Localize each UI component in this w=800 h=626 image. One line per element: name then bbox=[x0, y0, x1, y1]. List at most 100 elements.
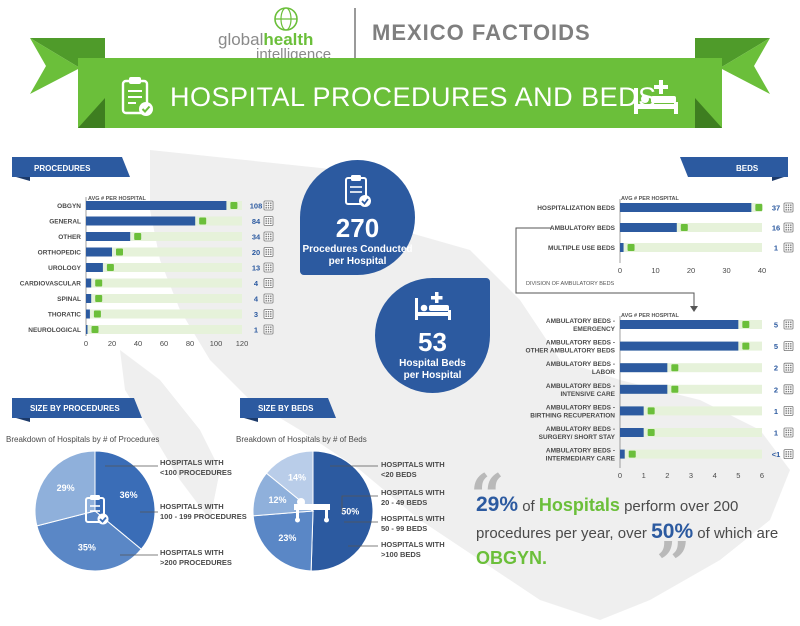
bar-marker-icon bbox=[230, 202, 238, 209]
legend-line: 20 - 49 BEDS bbox=[381, 498, 428, 507]
building-window bbox=[270, 222, 272, 224]
bar-marker-icon bbox=[199, 217, 207, 225]
tick-label: 20 bbox=[687, 266, 695, 275]
building-window bbox=[787, 364, 790, 367]
building-window bbox=[267, 266, 270, 269]
building-window bbox=[787, 367, 790, 369]
tick-label: 1 bbox=[642, 471, 646, 480]
clipboard-icon bbox=[344, 175, 371, 207]
building-window bbox=[267, 326, 270, 328]
tick-label: 10 bbox=[651, 266, 659, 275]
quote-pct-2: 50% bbox=[651, 520, 694, 543]
building-window bbox=[267, 202, 270, 204]
bar-track bbox=[620, 406, 762, 416]
building-window bbox=[270, 233, 272, 235]
bar bbox=[86, 216, 196, 226]
building-window bbox=[787, 246, 790, 249]
building-window bbox=[265, 264, 267, 266]
bar-track bbox=[86, 263, 242, 272]
legend-line: HOSPITALS WITH bbox=[381, 514, 445, 523]
building-window bbox=[787, 326, 790, 328]
quote-of: of bbox=[518, 498, 539, 515]
data-label: 108 bbox=[250, 202, 263, 211]
bar bbox=[620, 203, 752, 212]
building-window bbox=[787, 455, 790, 458]
data-label: 1 bbox=[254, 326, 258, 335]
data-label: 5 bbox=[774, 342, 778, 351]
building-window bbox=[790, 455, 792, 458]
bar bbox=[620, 243, 624, 252]
building-window bbox=[787, 410, 790, 412]
building-window bbox=[790, 364, 792, 367]
building-window bbox=[265, 220, 267, 222]
bar-marker-icon bbox=[95, 295, 103, 302]
hospital-icon bbox=[263, 216, 274, 226]
tick-label: 100 bbox=[210, 339, 223, 348]
bar-marker-icon bbox=[93, 310, 101, 318]
tick-label: 3 bbox=[689, 471, 693, 480]
hospital-icon bbox=[263, 262, 274, 273]
data-label: 1 bbox=[774, 407, 778, 416]
ambulatory-subtitle: AVG # PER HOSPITAL bbox=[621, 313, 679, 319]
data-label: <1 bbox=[772, 450, 781, 459]
hospital-icon bbox=[263, 278, 274, 288]
page-title: MEXICO FACTOIDS bbox=[372, 20, 591, 45]
building-window bbox=[790, 410, 792, 412]
bar-track bbox=[86, 325, 242, 334]
size-beds-breakdown: Breakdown of Hospitals by # of Beds bbox=[236, 435, 367, 444]
building-window bbox=[785, 343, 787, 345]
building-window bbox=[787, 347, 790, 350]
building-window bbox=[267, 284, 270, 286]
building-window bbox=[787, 369, 790, 371]
building-window bbox=[790, 204, 792, 206]
quote-pct-1: 29% bbox=[476, 493, 519, 516]
building-window bbox=[787, 429, 790, 431]
building-window bbox=[787, 321, 790, 323]
bar-marker-icon bbox=[134, 233, 142, 240]
building-window bbox=[790, 229, 792, 231]
building-window bbox=[270, 295, 272, 297]
beds-ribbon-label: BEDS bbox=[736, 164, 759, 173]
building-window bbox=[270, 235, 272, 238]
building-window bbox=[790, 390, 792, 393]
building-window bbox=[270, 328, 272, 331]
bar bbox=[86, 325, 88, 334]
legend-line: HOSPITALS WITH bbox=[381, 540, 445, 549]
building-window bbox=[785, 386, 787, 388]
building-window bbox=[270, 269, 272, 271]
building-window bbox=[790, 407, 792, 410]
hospital-icon bbox=[783, 202, 794, 213]
bar-marker-icon bbox=[628, 450, 636, 458]
building-window bbox=[787, 407, 790, 410]
building-window bbox=[790, 244, 792, 246]
hospital-icon bbox=[263, 324, 274, 335]
legend-line: HOSPITALS WITH bbox=[381, 460, 445, 469]
category-label: SPINAL bbox=[57, 296, 81, 303]
building-window bbox=[265, 202, 267, 204]
building-window bbox=[265, 253, 267, 255]
hospital-icon bbox=[783, 341, 794, 352]
bar-track bbox=[86, 309, 242, 319]
building-window bbox=[265, 282, 267, 284]
building-window bbox=[270, 249, 272, 251]
building-window bbox=[787, 244, 790, 246]
building-window bbox=[267, 328, 270, 331]
building-window bbox=[785, 224, 787, 226]
pie-slice bbox=[36, 510, 142, 572]
building-window bbox=[790, 388, 792, 390]
building-window bbox=[790, 343, 792, 345]
building-window bbox=[787, 390, 790, 393]
building-window bbox=[270, 204, 272, 207]
hospital-icon bbox=[263, 231, 274, 242]
data-label: 1 bbox=[774, 244, 778, 253]
building-window bbox=[787, 451, 790, 453]
division-label: DIVISION OF AMBULATORY BEDS bbox=[526, 281, 615, 287]
category-label: AMBULATORY BEDS - bbox=[546, 426, 615, 433]
building-window bbox=[265, 280, 267, 282]
size-beds-ribbon-label: SIZE BY BEDS bbox=[258, 404, 314, 413]
building-window bbox=[267, 253, 270, 255]
category-label: AMBULATORY BEDS - bbox=[546, 448, 615, 455]
pie-slice bbox=[265, 450, 314, 513]
